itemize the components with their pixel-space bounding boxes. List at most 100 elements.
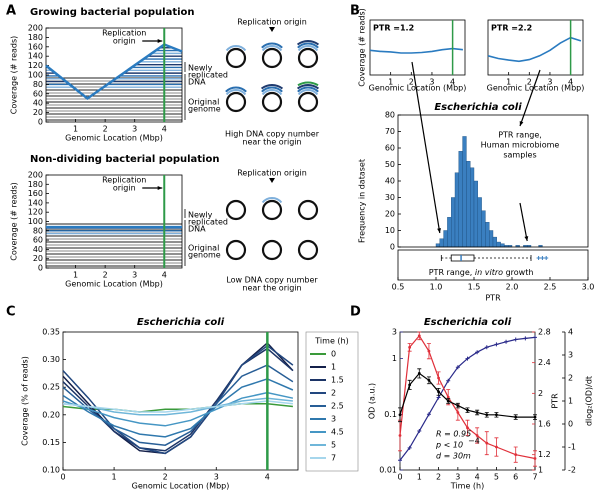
- stat-d: d = 30m: [436, 452, 471, 461]
- point: [436, 395, 441, 400]
- x-tick-label: 3: [132, 125, 137, 134]
- y-tick-label: 2: [538, 389, 543, 398]
- annotation: samples: [503, 151, 536, 160]
- x-axis-label: PTR: [485, 294, 501, 303]
- box-label-part: in vitro: [475, 268, 503, 277]
- original-genome-label: Original: [188, 244, 219, 253]
- y-tick-label: 160: [28, 42, 43, 51]
- y-tick-label: 10: [385, 226, 395, 235]
- stat-p: p < 10: [435, 441, 463, 450]
- bar: [466, 160, 471, 248]
- y-tick-label: 50: [385, 160, 395, 169]
- legend-box: [305, 331, 359, 472]
- y-tick-label: 70: [385, 127, 395, 136]
- point: [398, 413, 402, 417]
- bar: [473, 180, 478, 248]
- point: [475, 350, 480, 355]
- x-axis-label: Genomic Location (Mbp): [132, 482, 230, 491]
- point: [455, 365, 460, 370]
- y-tick-label: 180: [28, 180, 43, 189]
- x-tick-label: 1: [73, 271, 78, 280]
- y-tick-label: 60: [33, 89, 43, 98]
- y-tick-label: 0.10: [42, 466, 60, 475]
- origin-label: Replication: [102, 176, 146, 185]
- box-label-part: PTR range,: [429, 268, 475, 277]
- replication-arc: [261, 197, 283, 204]
- panel-title: Growing bacterial population: [30, 7, 195, 18]
- y-tick-label: 80: [33, 80, 43, 89]
- original-genome-label: genome: [188, 105, 221, 114]
- arrow-head: [157, 39, 163, 43]
- legend-label: 0: [331, 350, 336, 359]
- y-tick-label: 60: [385, 144, 395, 153]
- point: [417, 429, 422, 434]
- ptr-label: PTR =1.2: [373, 24, 414, 33]
- bar: [458, 151, 463, 248]
- point: [466, 408, 469, 412]
- origin-label: origin: [113, 184, 136, 193]
- point: [485, 441, 489, 445]
- point: [426, 412, 431, 417]
- replication-arc: [261, 86, 283, 93]
- point: [475, 434, 479, 437]
- x-tick-label: 5: [494, 473, 499, 482]
- chromosome: [225, 47, 247, 69]
- y-tick-label: 200: [28, 24, 43, 33]
- x-axis-label: Time (h): [450, 482, 484, 491]
- legend-label: 2: [331, 389, 336, 398]
- diagram-label: Replication origin: [237, 169, 307, 178]
- point: [465, 356, 470, 361]
- y-tick-label: 0.25: [42, 383, 60, 392]
- point: [533, 457, 537, 460]
- replication-arc: [261, 42, 283, 49]
- trend-line: [487, 36, 582, 63]
- y-tick-label: -2: [568, 466, 576, 475]
- y-tick-label: 0: [568, 420, 573, 429]
- plot-frame: [397, 114, 589, 248]
- point: [417, 372, 421, 375]
- point: [513, 337, 518, 342]
- y-tick-label: 2: [568, 374, 573, 383]
- plot-frame: [399, 331, 536, 471]
- y-tick-label: 20: [33, 254, 43, 263]
- arrow-head: [519, 121, 524, 126]
- y-tick-label: 2.4: [538, 358, 551, 367]
- x-axis-label: Genomic Location (Mbp): [369, 84, 467, 93]
- replication-arc: [261, 45, 283, 52]
- y-tick-label: 3: [568, 351, 573, 360]
- chromosome: [297, 91, 319, 113]
- point: [533, 335, 537, 340]
- bar: [477, 197, 482, 248]
- replication-arc: [225, 45, 247, 52]
- x-tick-label: 1: [388, 78, 393, 87]
- y-tick-label: 180: [28, 33, 43, 42]
- point: [427, 349, 431, 353]
- diagram-caption: near the origin: [242, 138, 301, 147]
- new-dna-label: Newly: [188, 64, 213, 73]
- bar: [451, 197, 456, 248]
- bar: [489, 230, 494, 248]
- y-tick-label: 40: [33, 99, 43, 108]
- bar: [435, 243, 440, 248]
- legend-label: 4.5: [331, 428, 344, 437]
- legend-label: 5: [331, 441, 336, 450]
- x-tick-label: 3.0: [582, 283, 595, 292]
- x-tick-label: 3: [429, 78, 434, 87]
- stat-r: R = 0.95: [436, 430, 471, 439]
- new-dna-label: Newly: [188, 211, 213, 220]
- y-tick-label: 1.2: [538, 450, 551, 459]
- box-label: PTR range, in vitro growth: [429, 268, 534, 277]
- y-tick-label: 2.8: [538, 328, 551, 337]
- y-axis-label: Coverage (% of reads): [21, 356, 30, 446]
- y-tick-label: 0.30: [42, 355, 60, 364]
- origin-label: origin: [113, 37, 136, 46]
- arrow-head: [157, 186, 163, 190]
- original-genome-label: Original: [188, 98, 219, 107]
- x-tick-label: 2: [436, 473, 441, 482]
- flier: [540, 256, 545, 260]
- x-tick-label: 0.5: [392, 283, 405, 292]
- y-tick-label: 1: [538, 466, 543, 475]
- y2-axis-label: PTR: [551, 393, 560, 409]
- legend-label: 2.5: [331, 402, 344, 411]
